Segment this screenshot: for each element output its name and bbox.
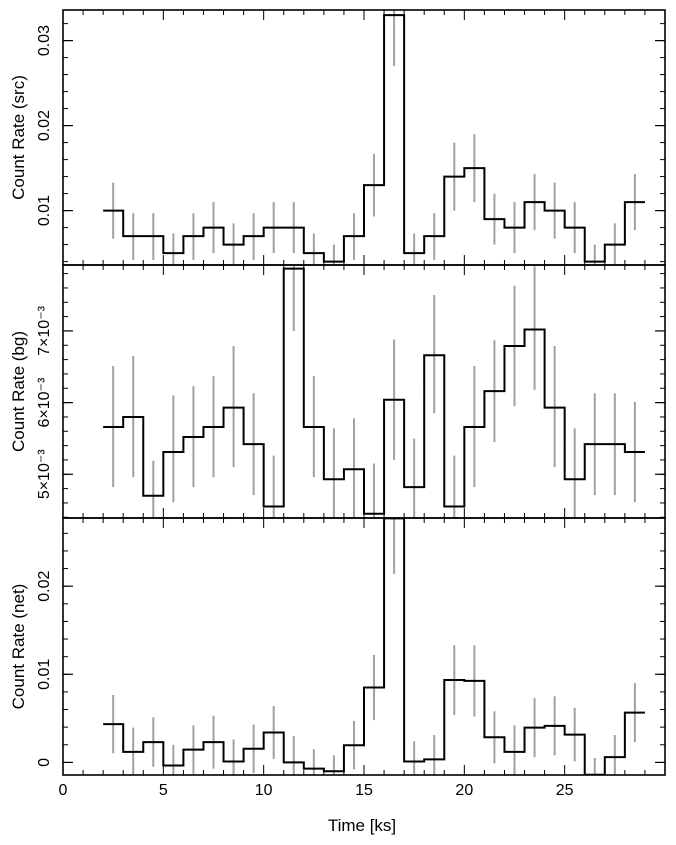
step-line-net: [103, 518, 645, 775]
error-bars-net: [112, 518, 636, 775]
panel-src: 0.01 0.02 0.03 Count Rate (src): [9, 9, 666, 266]
y-axis-title-net: Count Rate (net): [9, 584, 28, 710]
y-tick-label: 0.01: [36, 195, 53, 226]
panel-bg: 5×10⁻³ 6×10⁻³ 7×10⁻³ Count Rate (bg): [9, 264, 666, 519]
x-tick-label: 20: [455, 782, 473, 799]
plot-frame-net: [62, 517, 666, 776]
error-bars-bg: [112, 265, 636, 518]
y-tick-label: 0: [36, 758, 53, 767]
x-tick-label: 0: [59, 782, 68, 799]
y-tick-label: 6×10⁻³: [36, 377, 53, 427]
x-tick-label: 10: [255, 782, 273, 799]
y-tick-label: 0.01: [36, 659, 53, 690]
x-tick-label: 15: [355, 782, 373, 799]
panel-net: 0 0.01 0.02 0 5 10 15 20 25 Count Rate (net) Time …: [9, 517, 666, 835]
y-tick-label: 0.03: [36, 25, 53, 56]
y-tick-label: 0.02: [36, 110, 53, 141]
step-group-src: [103, 14, 645, 263]
y-tick-label: 5×10⁻³: [36, 449, 53, 499]
x-axis-title: Time [ks]: [328, 816, 396, 835]
y-axis-title-src: Count Rate (src): [9, 75, 28, 200]
y-tick-label: 0.02: [36, 571, 53, 602]
step-group-net: [103, 518, 645, 775]
x-tick-label: 25: [556, 782, 574, 799]
x-tick-label: 5: [159, 782, 168, 799]
y-axis-title-bg: Count Rate (bg): [9, 331, 28, 452]
y-tick-label: 7×10⁻³: [36, 305, 53, 355]
step-line-src: [103, 14, 645, 263]
